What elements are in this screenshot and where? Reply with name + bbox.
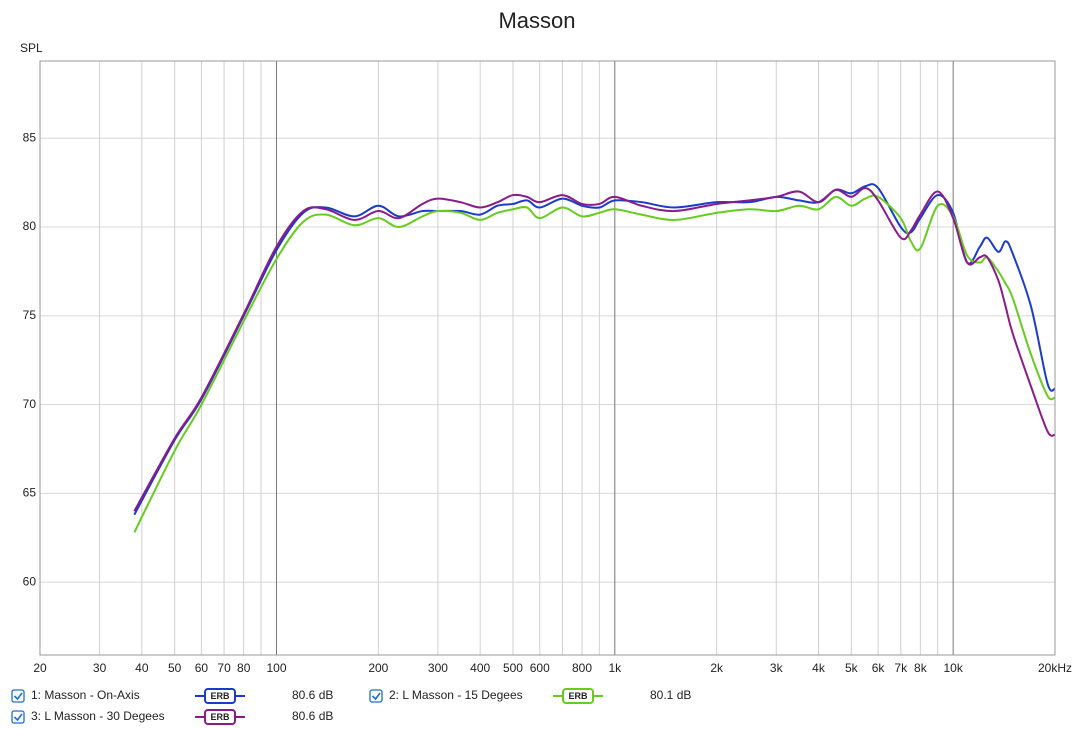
x-tick-label: 20 xyxy=(33,661,47,675)
smoothing-button[interactable] xyxy=(562,688,594,704)
x-tick-label: 8k xyxy=(914,661,928,675)
x-tick-label: 600 xyxy=(530,661,550,675)
legend-label[interactable]: 1: Masson - On-Axis xyxy=(31,688,140,702)
smoothing-label: ERB xyxy=(210,712,230,722)
checkbox-box xyxy=(369,689,383,703)
legend: 1: Masson - On-Axis ERB 80.6 dB 2: L Masson… xyxy=(11,688,691,725)
x-tick-label: 1k xyxy=(608,661,622,675)
smoothing-button[interactable] xyxy=(204,688,236,704)
legend-label[interactable]: 2: L Masson - 15 Degees xyxy=(389,688,523,702)
x-tick-label: 40 xyxy=(135,661,149,675)
smoothing-label: ERB xyxy=(210,691,230,701)
x-tick-label: 2k xyxy=(710,661,724,675)
legend-entry: 2: L Masson - 15 Degees ERB 80.1 dB xyxy=(369,688,691,704)
x-tick-label: 200 xyxy=(368,661,388,675)
y-tick-label: 80 xyxy=(23,219,37,233)
x-tick-label: 10k xyxy=(943,661,963,675)
x-tick-label: 80 xyxy=(237,661,251,675)
legend-level: 80.6 dB xyxy=(292,709,333,723)
x-tick-label: 400 xyxy=(470,661,490,675)
x-tick-label: 3k xyxy=(770,661,784,675)
x-tick-label: 20kHz xyxy=(1038,661,1072,675)
x-tick-label: 4k xyxy=(812,661,826,675)
plot-frame xyxy=(39,60,1056,656)
series-line xyxy=(133,194,1056,533)
y-tick-label: 60 xyxy=(23,574,37,588)
checkbox-check xyxy=(13,713,23,722)
legend-checkbox[interactable] xyxy=(369,689,383,703)
smoothing-label: ERB xyxy=(568,691,588,701)
legend-checkbox[interactable] xyxy=(11,710,25,724)
x-tick-label: 30 xyxy=(93,661,107,675)
series-line xyxy=(133,186,1056,512)
x-tick-label: 100 xyxy=(266,661,286,675)
y-tick-label: 70 xyxy=(23,397,37,411)
smoothing-button[interactable] xyxy=(204,709,236,725)
grid: 60 65 70 75 80 85 20 30 40 50 60 70 80 100 200 300 400 50… xyxy=(23,61,1072,675)
checkbox-check xyxy=(371,692,381,701)
x-tick-label: 500 xyxy=(503,661,523,675)
legend-level: 80.6 dB xyxy=(292,688,333,702)
x-tick-label: 60 xyxy=(195,661,209,675)
plot-lines xyxy=(133,183,1056,533)
x-tick-label: 5k xyxy=(845,661,859,675)
checkbox-check xyxy=(13,692,23,701)
y-tick-label: 85 xyxy=(23,130,37,144)
y-axis-label: SPL xyxy=(20,41,43,55)
series-line xyxy=(133,183,1056,516)
x-tick-label: 800 xyxy=(572,661,592,675)
chart-title: Masson xyxy=(498,8,575,33)
legend-level: 80.1 dB xyxy=(650,688,691,702)
legend-checkbox[interactable] xyxy=(11,689,25,703)
x-tick-label: 300 xyxy=(428,661,448,675)
y-tick-label: 75 xyxy=(23,308,37,322)
x-tick-label: 6k xyxy=(872,661,886,675)
legend-entry: 1: Masson - On-Axis ERB 80.6 dB xyxy=(11,688,333,704)
checkbox-box xyxy=(11,710,25,724)
legend-entry: 3: L Masson - 30 Degees ERB 80.6 dB xyxy=(11,709,333,725)
y-tick-label: 65 xyxy=(23,486,37,500)
x-tick-label: 50 xyxy=(168,661,182,675)
x-tick-label: 7k xyxy=(894,661,908,675)
x-tick-label: 70 xyxy=(217,661,231,675)
checkbox-box xyxy=(11,689,25,703)
legend-label[interactable]: 3: L Masson - 30 Degees xyxy=(31,709,165,723)
